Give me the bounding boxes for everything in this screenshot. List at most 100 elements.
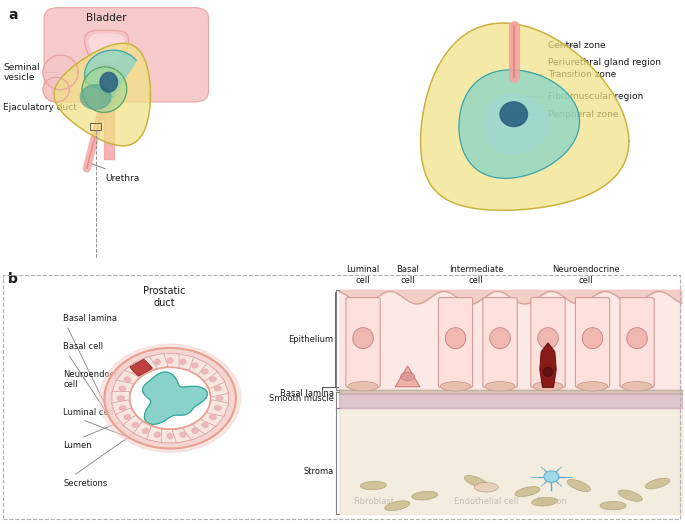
Polygon shape — [395, 366, 420, 387]
Ellipse shape — [142, 363, 149, 368]
Ellipse shape — [214, 386, 221, 390]
FancyBboxPatch shape — [116, 408, 139, 426]
Text: Basal lamina: Basal lamina — [63, 313, 117, 403]
FancyBboxPatch shape — [193, 416, 217, 434]
Ellipse shape — [463, 477, 489, 486]
Ellipse shape — [532, 496, 557, 507]
Bar — [339, 290, 682, 390]
Text: Periurethral gland region: Periurethral gland region — [548, 58, 661, 67]
Text: Luminal
cell: Luminal cell — [347, 265, 379, 285]
Text: Prostatic
duct: Prostatic duct — [143, 286, 186, 308]
Circle shape — [105, 348, 235, 448]
Text: Stroma: Stroma — [303, 467, 334, 476]
FancyBboxPatch shape — [531, 298, 565, 387]
Ellipse shape — [601, 500, 625, 511]
FancyBboxPatch shape — [193, 362, 217, 381]
Circle shape — [99, 344, 240, 452]
FancyBboxPatch shape — [438, 298, 473, 387]
Text: Secretions: Secretions — [63, 418, 156, 488]
Text: Transition zone: Transition zone — [538, 70, 616, 79]
Ellipse shape — [132, 369, 138, 374]
Ellipse shape — [582, 328, 603, 348]
FancyBboxPatch shape — [207, 380, 228, 397]
Polygon shape — [421, 23, 629, 210]
Ellipse shape — [577, 381, 608, 391]
Text: Fibromuscular region: Fibromuscular region — [516, 93, 643, 102]
Ellipse shape — [544, 471, 559, 483]
Ellipse shape — [117, 396, 124, 400]
Ellipse shape — [155, 359, 160, 364]
Text: Endothelial cell: Endothelial cell — [454, 497, 519, 506]
Ellipse shape — [474, 483, 499, 492]
Text: Lumen: Lumen — [63, 411, 147, 450]
FancyBboxPatch shape — [161, 429, 179, 443]
FancyBboxPatch shape — [161, 354, 179, 367]
Ellipse shape — [119, 386, 126, 390]
FancyBboxPatch shape — [183, 357, 207, 375]
FancyBboxPatch shape — [134, 357, 158, 375]
Ellipse shape — [412, 491, 438, 500]
Ellipse shape — [401, 372, 414, 380]
Polygon shape — [88, 33, 125, 65]
FancyBboxPatch shape — [201, 370, 225, 388]
Ellipse shape — [124, 415, 131, 419]
FancyBboxPatch shape — [210, 391, 228, 405]
Ellipse shape — [386, 500, 409, 511]
Ellipse shape — [214, 406, 221, 410]
Polygon shape — [43, 78, 69, 102]
Polygon shape — [80, 85, 111, 110]
Ellipse shape — [119, 406, 126, 410]
Text: Neuron: Neuron — [536, 497, 567, 506]
FancyBboxPatch shape — [207, 400, 228, 416]
FancyBboxPatch shape — [112, 400, 133, 416]
FancyBboxPatch shape — [147, 354, 168, 370]
Ellipse shape — [167, 433, 173, 439]
FancyBboxPatch shape — [346, 298, 380, 387]
FancyBboxPatch shape — [123, 362, 147, 381]
Text: Urethra: Urethra — [105, 174, 139, 183]
Ellipse shape — [361, 480, 386, 491]
Ellipse shape — [142, 429, 149, 433]
Polygon shape — [100, 72, 118, 92]
Ellipse shape — [202, 369, 208, 374]
Ellipse shape — [353, 328, 373, 348]
Ellipse shape — [192, 429, 198, 433]
Polygon shape — [500, 102, 527, 126]
Ellipse shape — [538, 328, 558, 348]
Polygon shape — [54, 43, 151, 146]
Ellipse shape — [617, 491, 643, 500]
FancyBboxPatch shape — [173, 427, 194, 443]
Ellipse shape — [180, 359, 186, 364]
Text: Neuroendocrine
cell: Neuroendocrine cell — [552, 265, 619, 285]
Text: Peripheral zone: Peripheral zone — [495, 110, 619, 119]
Ellipse shape — [490, 328, 510, 348]
Ellipse shape — [485, 381, 515, 391]
Ellipse shape — [622, 381, 652, 391]
Polygon shape — [459, 70, 580, 178]
Text: Smooth muscle: Smooth muscle — [269, 394, 334, 403]
Ellipse shape — [167, 358, 173, 363]
Text: Seminal
vesicle: Seminal vesicle — [3, 63, 58, 82]
Text: Epithelium: Epithelium — [288, 335, 334, 344]
Text: Central zone: Central zone — [548, 41, 606, 50]
FancyBboxPatch shape — [173, 354, 194, 370]
FancyBboxPatch shape — [44, 8, 208, 102]
Text: Luminal cell: Luminal cell — [63, 408, 129, 438]
Text: Basal
cell: Basal cell — [396, 265, 419, 285]
FancyBboxPatch shape — [112, 391, 129, 405]
Ellipse shape — [124, 377, 131, 381]
Text: Bladder: Bladder — [86, 13, 127, 23]
Circle shape — [124, 363, 216, 433]
Ellipse shape — [202, 422, 208, 427]
FancyBboxPatch shape — [130, 359, 152, 376]
FancyBboxPatch shape — [123, 416, 147, 434]
FancyBboxPatch shape — [147, 427, 168, 443]
Polygon shape — [142, 372, 208, 424]
FancyBboxPatch shape — [183, 422, 207, 440]
Text: Basal cell: Basal cell — [63, 342, 111, 419]
FancyBboxPatch shape — [112, 380, 133, 397]
FancyBboxPatch shape — [483, 298, 517, 387]
Ellipse shape — [155, 432, 160, 437]
Text: a: a — [8, 8, 18, 22]
Text: Fibroblast: Fibroblast — [353, 497, 394, 506]
